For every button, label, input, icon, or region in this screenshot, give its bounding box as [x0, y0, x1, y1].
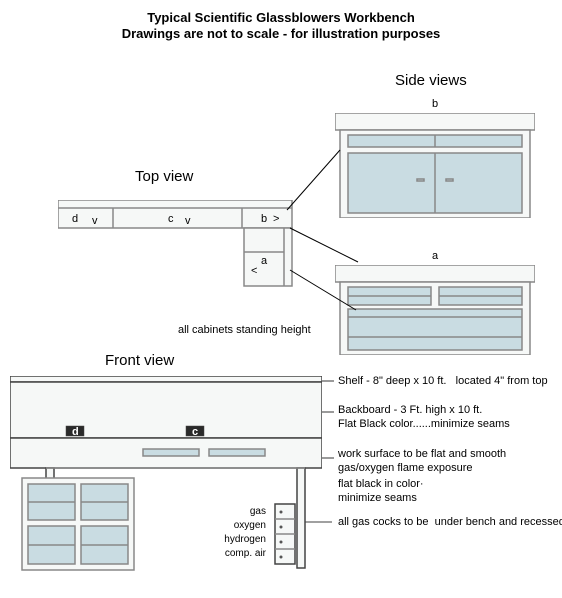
annot-backboard-2: Flat Black color......minimize seams [338, 418, 510, 430]
gas-label-1: gas [226, 506, 266, 517]
annot-backboard-1: Backboard - 3 Ft. high x 10 ft. [338, 404, 482, 416]
diagram-front-view [10, 376, 322, 586]
annot-work-1: work surface to be flat and smooth [338, 448, 506, 460]
annot-work-4: minimize seams [338, 492, 417, 504]
front-label-c: c [192, 426, 198, 438]
gas-label-4: comp. air [216, 548, 266, 559]
annot-shelf: Shelf - 8" deep x 10 ft. located 4" from… [338, 375, 548, 387]
annot-gascocks: all gas cocks to be under bench and rece… [338, 516, 562, 528]
gas-label-3: hydrogen [220, 534, 266, 545]
front-label-d: d [72, 426, 79, 438]
annot-work-2: gas/oxygen flame exposure [338, 462, 473, 474]
gas-label-2: oxygen [226, 520, 266, 531]
annot-work-3: flat black in color· [338, 478, 424, 490]
